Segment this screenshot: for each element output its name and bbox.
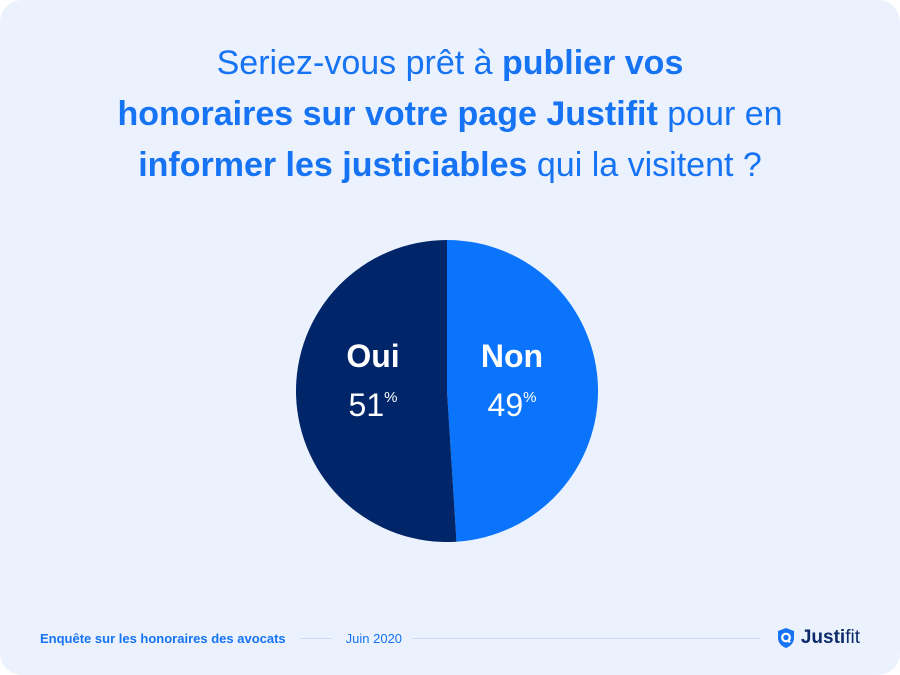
justifit-logo: Justifit [776,627,860,649]
divider [299,637,332,639]
title-part: informer les justiciables [138,146,528,184]
title-part: publier vos [501,44,684,82]
slice-name: Non [480,338,544,374]
title-part: Seriez-vous prêt à [216,44,502,82]
chart-title: Seriez-vous prêt à publier vos honoraire… [0,38,900,191]
slice-label-non: Non 49% [452,338,572,424]
title-part: pour en [657,95,783,133]
title-part: qui la visitent ? [527,146,762,184]
slice-name: Oui [346,338,400,374]
footer: Enquête sur les honoraires des avocats J… [40,624,860,652]
survey-label: Enquête sur les honoraires des avocats [40,630,286,646]
pie-slice-oui [295,240,457,542]
divider [412,637,760,639]
title-part: honoraires sur votre page Justifit [117,95,658,133]
slice-value: 49% [487,387,537,423]
pie-slice-non [447,240,598,542]
shield-icon [777,628,794,648]
date-label: Juin 2020 [345,630,403,646]
slice-label-oui: Oui 51% [313,338,433,424]
slice-value: 51% [348,387,398,423]
